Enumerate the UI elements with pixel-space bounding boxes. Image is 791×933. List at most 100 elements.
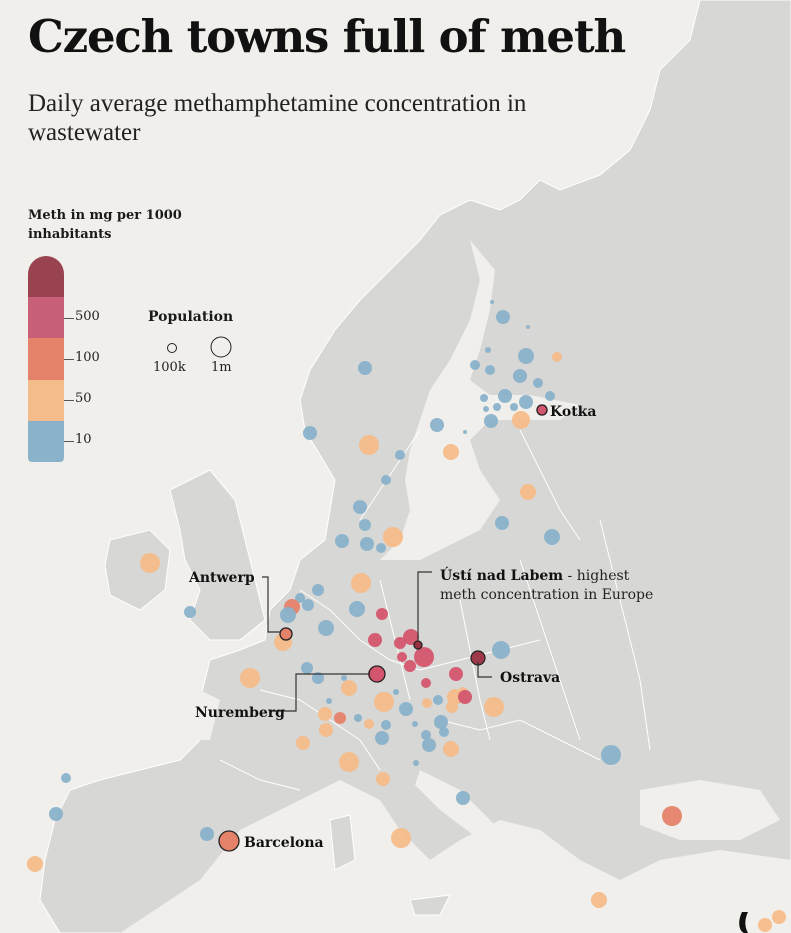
labeled-city-marker (413, 640, 423, 650)
city-marker (339, 752, 359, 772)
city-marker (412, 721, 418, 727)
color-scale-band-1 (28, 297, 64, 339)
city-marker (376, 543, 386, 553)
city-marker (443, 741, 459, 757)
city-marker (470, 360, 480, 370)
sardinia (329, 814, 356, 871)
city-marker (303, 426, 317, 440)
city-marker (414, 647, 434, 667)
city-marker (240, 668, 260, 688)
city-marker (446, 701, 458, 713)
label-nuremberg: Nuremberg (195, 705, 285, 721)
color-scale (28, 256, 64, 462)
city-marker (495, 516, 509, 530)
city-marker (358, 361, 372, 375)
color-scale-tick-2 (64, 359, 74, 360)
city-marker (404, 660, 416, 672)
color-legend-title: Meth in mg per 1000 inhabitants (28, 208, 182, 242)
land-masses (39, 0, 791, 933)
size-legend-small-circle (167, 343, 177, 353)
color-scale-label-2: 100 (75, 350, 100, 365)
city-marker (341, 680, 357, 696)
city-marker (351, 573, 371, 593)
city-marker (591, 892, 607, 908)
label-barcelona: Barcelona (244, 835, 324, 851)
city-marker (394, 637, 406, 649)
city-marker (368, 633, 382, 647)
city-marker (364, 719, 374, 729)
labeled-city-marker (536, 404, 548, 416)
nuremberg-leader (271, 673, 370, 712)
color-scale-label-3: 50 (75, 391, 92, 407)
city-marker (456, 791, 470, 805)
city-marker (391, 828, 411, 848)
city-markers (27, 300, 786, 932)
city-marker (433, 695, 443, 705)
color-scale-band-4 (28, 420, 64, 462)
city-marker (758, 918, 772, 932)
city-marker (485, 365, 495, 375)
city-marker (552, 352, 562, 362)
city-marker (484, 414, 498, 428)
city-marker (430, 418, 444, 432)
sicily (409, 894, 451, 916)
city-marker (480, 394, 488, 402)
adriatic (415, 770, 500, 840)
city-marker (318, 620, 334, 636)
city-marker (335, 534, 349, 548)
city-marker (397, 652, 407, 662)
city-marker (533, 378, 543, 388)
city-marker (375, 731, 389, 745)
city-marker (422, 738, 436, 752)
city-marker (458, 690, 472, 704)
city-marker (280, 607, 296, 623)
color-scale-tick-1 (64, 317, 74, 319)
city-marker (381, 475, 391, 485)
city-marker (601, 745, 621, 765)
city-marker (510, 403, 518, 411)
city-marker (545, 391, 555, 401)
city-marker (544, 529, 560, 545)
city-marker (296, 736, 310, 750)
city-marker (49, 807, 63, 821)
city-marker (326, 698, 332, 704)
label-usti-line1: Ústí nad Labem - highest (440, 566, 630, 584)
size-legend-large-label: 1m (211, 360, 232, 375)
color-scale-label-4: 10 (75, 432, 92, 448)
city-marker (772, 910, 786, 924)
city-marker (395, 450, 405, 460)
city-marker (359, 435, 379, 455)
label-usti-line2: meth concentration in Europe (440, 587, 653, 603)
color-scale-band-2 (28, 338, 64, 380)
city-marker (519, 395, 533, 409)
city-marker (312, 672, 324, 684)
city-marker (200, 827, 214, 841)
city-marker (312, 584, 324, 596)
city-marker (334, 712, 346, 724)
brand-mark-icon (739, 912, 748, 933)
city-marker (27, 856, 43, 872)
city-marker (492, 641, 510, 659)
color-scale-band-3 (28, 379, 64, 421)
north-sea (230, 470, 330, 600)
city-marker (360, 537, 374, 551)
city-marker (512, 411, 530, 429)
biscay (150, 690, 220, 740)
city-marker (413, 760, 419, 766)
label-usti-rest: - highest (563, 568, 630, 584)
city-marker (403, 629, 419, 645)
city-marker (184, 606, 196, 618)
city-marker (393, 689, 399, 695)
city-marker (483, 406, 489, 412)
city-marker (422, 698, 432, 708)
labeled-city-marker (279, 627, 293, 641)
label-antwerp: Antwerp (188, 570, 255, 586)
city-marker (490, 300, 494, 304)
label-ostrava: Ostrava (500, 670, 560, 686)
city-marker (318, 707, 332, 721)
mediterranean (120, 780, 791, 933)
city-marker (513, 369, 527, 383)
city-marker (61, 773, 71, 783)
usti-leader (417, 571, 432, 642)
